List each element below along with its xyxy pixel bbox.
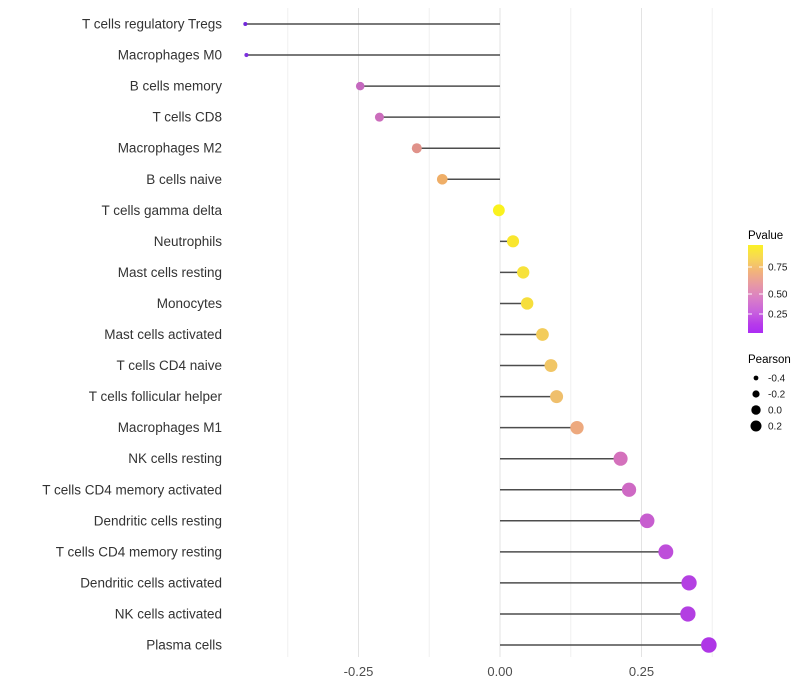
lollipop-dot — [355, 81, 365, 91]
lollipop-dot — [680, 606, 696, 622]
lollipop-dots — [243, 22, 717, 653]
category-label: T cells follicular helper — [89, 389, 223, 404]
category-label: Macrophages M0 — [118, 48, 222, 63]
pearson-legend-key — [753, 375, 759, 381]
category-label: Dendritic cells activated — [80, 575, 222, 590]
category-label: Neutrophils — [154, 234, 223, 249]
lollipop-dot — [517, 266, 530, 279]
category-label: T cells CD4 memory activated — [42, 482, 222, 497]
pvalue-legend-title: Pvalue — [748, 230, 783, 242]
category-label: T cells CD4 memory resting — [56, 544, 222, 559]
lollipop-dot — [243, 22, 248, 26]
pvalue-tick-label: 0.50 — [768, 290, 788, 301]
lollipop-dot — [374, 112, 384, 122]
pearson-legend-label: 0.2 — [768, 422, 782, 433]
lollipop-dot — [550, 390, 564, 404]
category-label: Dendritic cells resting — [94, 513, 222, 528]
category-axis: T cells regulatory Tregs Macrophages M0 B … — [42, 17, 222, 653]
category-label: NK cells resting — [128, 451, 222, 466]
category-label: NK cells activated — [115, 606, 222, 621]
category-label: Plasma cells — [146, 638, 222, 653]
pvalue-tick-label: 0.25 — [768, 309, 788, 320]
pearson-legend-label: -0.2 — [768, 390, 786, 401]
lollipop-stems — [245, 23, 709, 646]
category-label: T cells gamma delta — [101, 203, 222, 218]
category-label: Monocytes — [157, 296, 223, 311]
x-tick-label: 0.00 — [487, 664, 512, 679]
lollipop-dot — [701, 637, 717, 653]
pearson-legend-key — [750, 420, 762, 432]
lollipop-dot — [411, 143, 422, 154]
pearson-legend-label: -0.4 — [768, 374, 786, 385]
pvalue-gradient-bar — [748, 245, 763, 333]
lollipop-dot — [570, 420, 584, 435]
category-label: Macrophages M2 — [118, 141, 222, 156]
x-tick-label: -0.25 — [344, 664, 374, 679]
x-tick-label: 0.25 — [629, 664, 654, 679]
category-label: B cells memory — [130, 79, 223, 94]
lollipop-dot — [506, 235, 520, 248]
category-label: T cells regulatory Tregs — [82, 17, 222, 32]
category-label: B cells naive — [146, 172, 222, 187]
gridlines — [287, 8, 713, 657]
category-label: T cells CD8 — [152, 110, 222, 125]
x-axis: -0.25 0.00 0.25 — [344, 664, 654, 679]
pearson-legend-title: Pearson — [748, 354, 791, 366]
pvalue-tick-label: 0.75 — [768, 263, 788, 274]
lollipop-dot — [639, 513, 655, 529]
lollipop-dot — [613, 451, 628, 466]
lollipop-dot — [621, 482, 637, 497]
lollipop-dot — [436, 173, 448, 185]
lollipop-dot — [658, 544, 674, 560]
category-label: T cells CD4 naive — [116, 358, 222, 373]
lollipop-dot — [520, 297, 534, 310]
category-label: Mast cells resting — [118, 265, 222, 280]
lollipop-dot — [681, 575, 697, 591]
lollipop-dot — [536, 328, 549, 341]
category-label: Macrophages M1 — [118, 420, 222, 435]
pearson-legend-key — [752, 390, 760, 398]
lollipop-dot — [244, 53, 249, 58]
lollipop-dot — [492, 204, 505, 217]
legends: Pvalue 0.75 0.50 0.25 Pearson -0.4 -0.2 0.0 0.2 — [748, 230, 791, 433]
lollipop-dot — [544, 359, 558, 372]
category-label: Mast cells activated — [104, 327, 222, 342]
pearson-legend-label: 0.0 — [768, 406, 782, 417]
pearson-legend-key — [751, 405, 761, 415]
